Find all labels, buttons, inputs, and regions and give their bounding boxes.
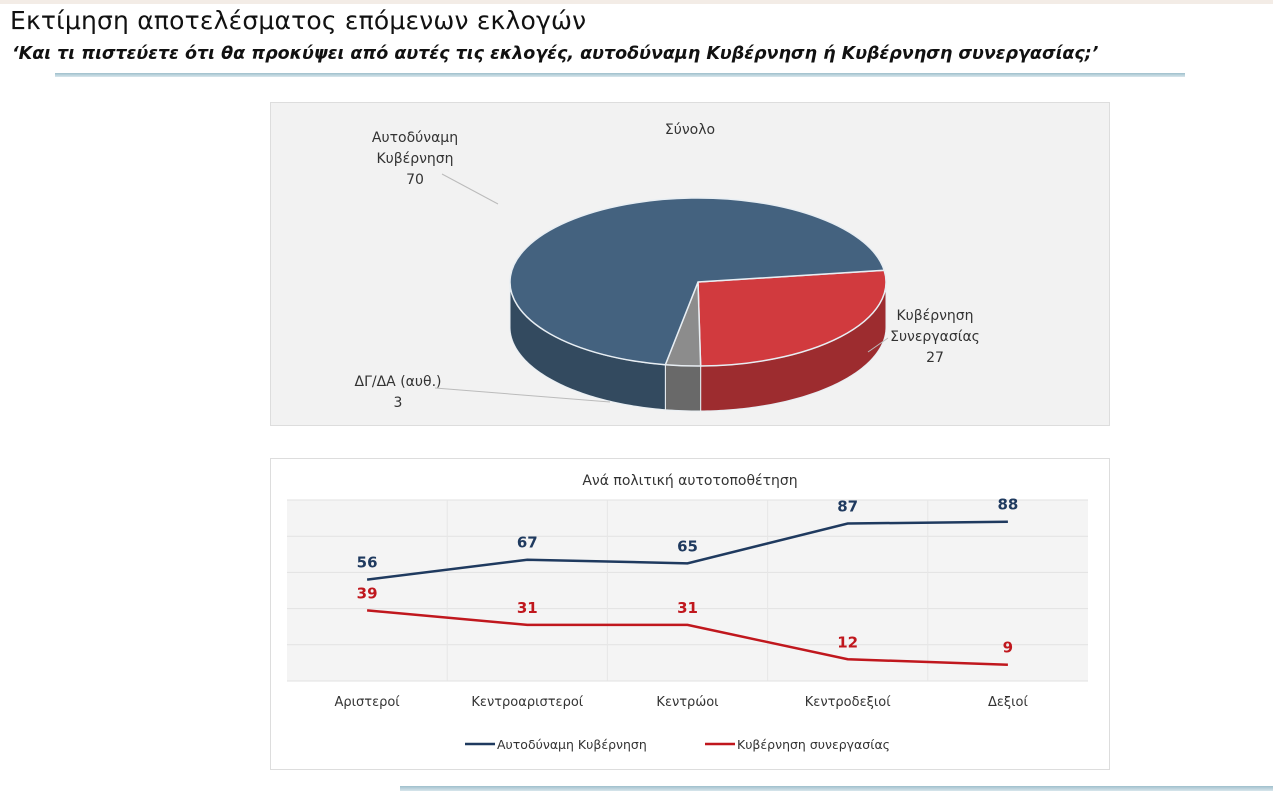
x-tick-label: Αριστεροί — [334, 695, 400, 710]
line-title: Ανά πολιτική αυτοτοποθέτηση — [582, 473, 797, 489]
pie-label-autodynami-value: 70 — [406, 172, 424, 188]
leader-line — [441, 173, 499, 205]
pie-label-synergasias-value: 27 — [926, 350, 944, 366]
x-tick-label: Κεντρώοι — [656, 695, 718, 710]
pie-slice — [697, 269, 887, 367]
data-label: 12 — [837, 633, 858, 651]
legend-label: Κυβέρνηση συνεργασίας — [737, 737, 890, 752]
data-label: 9 — [1003, 639, 1013, 657]
data-label: 56 — [357, 554, 378, 572]
pie-slice — [509, 197, 886, 366]
pie-label-autodynami: Αυτοδύναμη — [372, 130, 458, 146]
divider — [55, 73, 1185, 77]
series-line — [366, 609, 1008, 666]
x-tick-label: Κεντροδεξιοί — [805, 695, 891, 710]
pie-label-synergasias: Συνεργασίας — [890, 329, 980, 345]
x-tick-label: Κεντροαριστεροί — [471, 695, 583, 710]
plot-area — [287, 500, 1088, 681]
leader-line — [867, 337, 889, 353]
pie-label-dg-da-value: 3 — [394, 395, 403, 411]
data-label: 65 — [677, 537, 698, 555]
pie-label-autodynami: Κυβέρνηση — [376, 151, 453, 167]
pie-title: Σύνολο — [665, 122, 715, 138]
x-tick-label: Δεξιοί — [988, 695, 1029, 710]
legend-label: Αυτοδύναμη Κυβέρνηση — [497, 737, 647, 752]
pie-label-synergasias: Κυβέρνηση — [896, 308, 973, 324]
series-line — [366, 520, 1008, 581]
page-subtitle: ‘Και τι πιστεύετε ότι θα προκύψει από αυ… — [12, 44, 1099, 64]
data-label: 31 — [517, 599, 538, 617]
top-border — [0, 0, 1273, 4]
pie-side — [664, 364, 702, 412]
data-label: 67 — [517, 534, 538, 552]
pie-label-dg-da: ΔΓ/ΔΑ (αυθ.) — [355, 374, 442, 390]
divider — [400, 786, 1273, 791]
page-title: Εκτίμηση αποτελέσματος επόμενων εκλογών — [10, 6, 587, 35]
pie-chart: Σύνολο Αυτοδύναμη Κυβέρνηση 70 Κυβέρνηση Συνε… — [355, 122, 980, 412]
data-label: 31 — [677, 599, 698, 617]
leader-line — [434, 387, 611, 403]
line-chart: Ανά πολιτική αυτοτοποθέτηση Αριστεροί Κεντ… — [287, 473, 1088, 752]
data-label: 88 — [997, 496, 1018, 514]
data-label: 87 — [837, 498, 858, 516]
data-label: 39 — [357, 584, 378, 602]
